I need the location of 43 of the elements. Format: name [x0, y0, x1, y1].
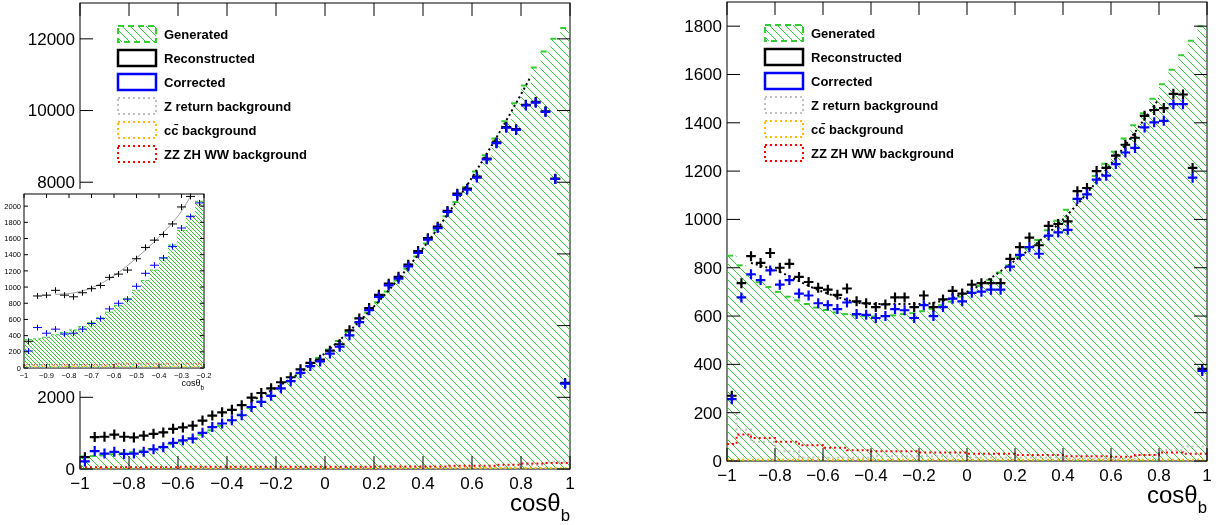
y-tick-label: 1800 [684, 17, 722, 37]
legend-label: Generated [811, 25, 876, 41]
y-tick-label: 1200 [684, 162, 722, 182]
y-tick-label: 1600 [684, 65, 722, 85]
x-tick-label: 0 [962, 466, 972, 485]
x-tick-label: −0.2 [259, 474, 293, 493]
legend-label: Z return background [164, 98, 292, 114]
x-tick-label: −1 [70, 474, 90, 493]
x-tick-label: 0.6 [1099, 466, 1123, 485]
x-tick-label: −0.2 [902, 466, 936, 485]
legend-label: Generated [164, 26, 229, 42]
y-tick-label: 200 [693, 403, 722, 423]
y-tick-label: 8000 [37, 173, 75, 193]
y-tick-label: 12000 [27, 29, 75, 49]
x-tick-label: −0.4 [210, 474, 244, 493]
legend-label: ZZ ZH WW background [164, 146, 308, 162]
x-axis-title: cosθ$_{b}$ [181, 378, 205, 391]
y-tick-label: 1400 [684, 113, 722, 133]
legend-label: Reconstructed [811, 49, 903, 65]
x-tick-label: −0.4 [854, 466, 888, 485]
y-tick-label: 800 [693, 258, 722, 278]
x-tick-label: −0.6 [806, 466, 840, 485]
y-tick-label: 400 [693, 355, 722, 375]
legend-label: Corrected [164, 74, 226, 90]
x-tick-label: −0.8 [112, 474, 146, 493]
legend-label: Reconstructed [164, 50, 256, 66]
legend-label: Corrected [811, 73, 873, 89]
x-tick-label: −0.8 [758, 466, 792, 485]
x-tick-label: 0.4 [1051, 466, 1075, 485]
y-tick-label: 1000 [684, 210, 722, 230]
x-tick-label: 0.2 [1003, 466, 1027, 485]
legend-label: cc̄ background [811, 121, 904, 137]
y-tick-label: 600 [693, 307, 722, 326]
x-tick-label: 0 [320, 474, 330, 493]
x-tick-label: 0.6 [460, 474, 484, 493]
x-tick-label: 0.4 [411, 474, 435, 493]
x-tick-label: 0.2 [362, 474, 386, 493]
x-tick-label: −0.6 [161, 474, 195, 493]
legend-label: cc̄ background [164, 122, 257, 138]
y-tick-label: 10000 [27, 101, 75, 121]
y-tick-label: 2000 [37, 388, 75, 408]
legend-label: ZZ ZH WW background [811, 145, 955, 161]
legend-label: Z return background [811, 97, 939, 113]
